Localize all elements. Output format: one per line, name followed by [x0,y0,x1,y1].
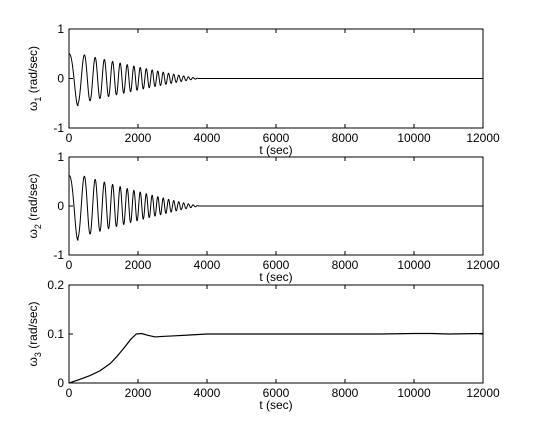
y-tick-label: 0 [57,72,64,86]
x-tick-label: 0 [66,131,73,145]
x-tick-label: 8000 [332,131,359,145]
x-tick-label: 4000 [194,131,221,145]
y-tick-label: 0 [57,376,64,390]
x-tick-label: 2000 [125,386,152,400]
y-tick-label: -1 [53,248,64,262]
x-tick-label: 4000 [194,386,221,400]
x-tick-label: 0 [66,386,73,400]
x-tick-label: 2000 [125,131,152,145]
y-tick-label: 1 [57,22,64,36]
x-axis-label: t (sec) [259,143,292,157]
x-tick-label: 12000 [466,258,500,272]
x-axis-label: t (sec) [259,270,292,284]
y-axis-label: ω3 (rad/sec) [26,301,43,366]
y-tick-label: 0.2 [47,278,64,292]
x-tick-label: 6000 [263,258,290,272]
x-axis-label: t (sec) [259,398,292,412]
y-tick-label: -1 [53,121,64,135]
x-tick-label: 6000 [263,386,290,400]
y-axis-label: ω1 (rad/sec) [26,46,43,111]
x-tick-label: 12000 [466,131,500,145]
x-tick-label: 2000 [125,258,152,272]
x-tick-label: 8000 [332,258,359,272]
series-line-3 [69,332,483,383]
y-tick-label: 0 [57,199,64,213]
subplot-3: 0 2000 4000 6000 8000 10000 12000 0 0.1 0.2 t (sec… [26,278,500,412]
series-line-1 [69,53,483,107]
x-tick-label: 6000 [263,131,290,145]
y-tick-label: 1 [57,150,64,164]
x-tick-label: 4000 [194,258,221,272]
x-tick-label: 10000 [397,131,431,145]
x-tick-label: 10000 [397,386,431,400]
x-tick-label: 12000 [466,386,500,400]
series-line-2 [69,175,483,241]
y-axis-label: ω2 (rad/sec) [26,173,43,238]
x-tick-label: 10000 [397,258,431,272]
x-tick-label: 0 [66,258,73,272]
x-tick-label: 8000 [332,386,359,400]
y-tick-label: 0.1 [47,327,64,341]
